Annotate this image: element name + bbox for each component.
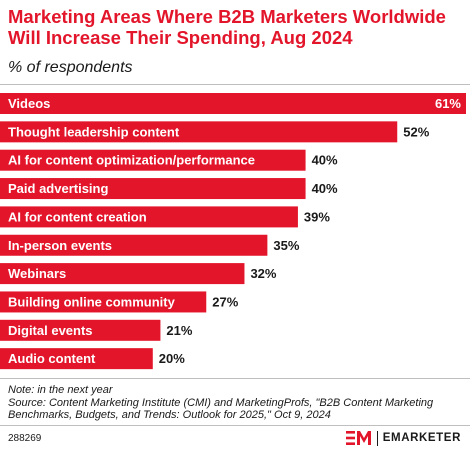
brand-separator (376, 430, 378, 446)
em-logo-icon (345, 431, 371, 445)
value-label-1: 52% (403, 124, 429, 139)
bar-8 (0, 319, 161, 341)
category-label-1: Thought leadership content (8, 124, 180, 139)
bar-2 (0, 149, 306, 171)
bar-4 (0, 206, 298, 228)
value-label-8: 21% (166, 323, 192, 338)
chart-title: Marketing Areas Where B2B Marketers Worl… (8, 6, 446, 48)
footer-divider (0, 425, 470, 426)
source-text: Source: Content Marketing Institute (CMI… (8, 396, 434, 422)
brand-name: EMARKETER (382, 432, 461, 444)
bar-7 (0, 291, 207, 313)
bar-3 (0, 178, 306, 200)
footnote: Note: in the next year Source: Content M… (8, 384, 463, 422)
category-label-5: In-person events (8, 238, 112, 253)
bar-chart: Videos 61% Thought leadership content 52% AI… (0, 93, 466, 370)
value-label-6: 32% (250, 266, 276, 281)
bar-0 (0, 93, 466, 114)
category-label-8: Digital events (8, 323, 93, 338)
value-label-0: 61% (435, 96, 461, 111)
chart-id: 288269 (8, 433, 42, 444)
category-label-3: Paid advertising (8, 181, 108, 196)
category-label-7: Building online community (8, 294, 176, 309)
chart-subtitle: % of respondents (8, 59, 133, 76)
category-label-6: Webinars (8, 266, 66, 281)
value-label-9: 20% (159, 351, 185, 366)
bar-9 (0, 348, 153, 370)
top-divider (0, 84, 470, 85)
value-label-3: 40% (312, 181, 338, 196)
bar-1 (0, 121, 398, 143)
value-label-7: 27% (212, 294, 238, 309)
value-label-5: 35% (273, 238, 299, 253)
category-label-9: Audio content (8, 351, 96, 366)
category-label-4: AI for content creation (8, 209, 147, 224)
brand-logo: EMARKETER (345, 430, 461, 446)
value-label-2: 40% (312, 153, 338, 168)
category-label-0: Videos (8, 96, 50, 111)
note-text: Note: in the next year (8, 384, 113, 396)
category-label-2: AI for content optimization/performance (8, 153, 255, 168)
bottom-divider (0, 378, 470, 379)
bar-5 (0, 234, 268, 256)
value-label-4: 39% (304, 209, 330, 224)
bar-6 (0, 263, 245, 285)
